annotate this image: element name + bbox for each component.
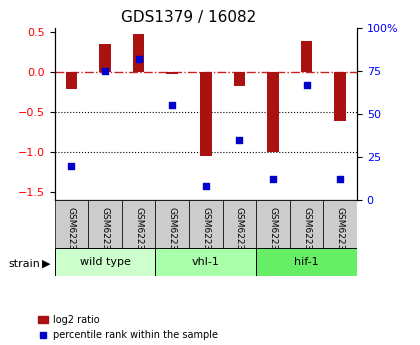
FancyBboxPatch shape — [223, 200, 256, 248]
FancyBboxPatch shape — [256, 248, 357, 276]
Text: GSM62238: GSM62238 — [302, 207, 311, 256]
Point — [68, 163, 75, 168]
Bar — [334, 72, 346, 121]
Text: wild type: wild type — [79, 257, 131, 267]
Point — [270, 177, 276, 182]
FancyBboxPatch shape — [55, 248, 155, 276]
FancyBboxPatch shape — [155, 248, 256, 276]
Text: vhl-1: vhl-1 — [192, 257, 220, 267]
Point — [135, 56, 142, 61]
Text: GSM62236: GSM62236 — [100, 207, 110, 256]
Text: ▶: ▶ — [42, 259, 50, 269]
Point — [236, 137, 243, 142]
Bar — [166, 72, 178, 74]
Text: GSM62234: GSM62234 — [268, 207, 278, 256]
Bar — [200, 72, 212, 156]
FancyBboxPatch shape — [55, 200, 88, 248]
Legend: log2 ratio, percentile rank within the sample: log2 ratio, percentile rank within the s… — [39, 315, 218, 340]
Bar — [133, 34, 144, 72]
Point — [169, 102, 176, 108]
Point — [102, 68, 108, 73]
Text: GSM62239: GSM62239 — [336, 207, 345, 256]
Text: GSM62235: GSM62235 — [235, 207, 244, 256]
FancyBboxPatch shape — [323, 200, 357, 248]
FancyBboxPatch shape — [189, 200, 223, 248]
Text: GDS1379 / 16082: GDS1379 / 16082 — [121, 10, 257, 25]
FancyBboxPatch shape — [88, 200, 122, 248]
Bar — [66, 72, 77, 89]
Text: hif-1: hif-1 — [294, 257, 319, 267]
Bar — [234, 72, 245, 86]
Bar — [99, 44, 111, 72]
Text: GSM62231: GSM62231 — [67, 207, 76, 256]
Text: GSM62232: GSM62232 — [168, 207, 177, 256]
FancyBboxPatch shape — [256, 200, 290, 248]
Bar — [301, 41, 312, 72]
FancyBboxPatch shape — [122, 200, 155, 248]
Bar — [267, 72, 279, 152]
Point — [303, 82, 310, 87]
FancyBboxPatch shape — [155, 200, 189, 248]
Text: GSM62237: GSM62237 — [134, 207, 143, 256]
Text: strain: strain — [8, 259, 40, 269]
Point — [202, 184, 209, 189]
Text: GSM62233: GSM62233 — [201, 207, 210, 256]
FancyBboxPatch shape — [290, 200, 323, 248]
Point — [337, 177, 344, 182]
